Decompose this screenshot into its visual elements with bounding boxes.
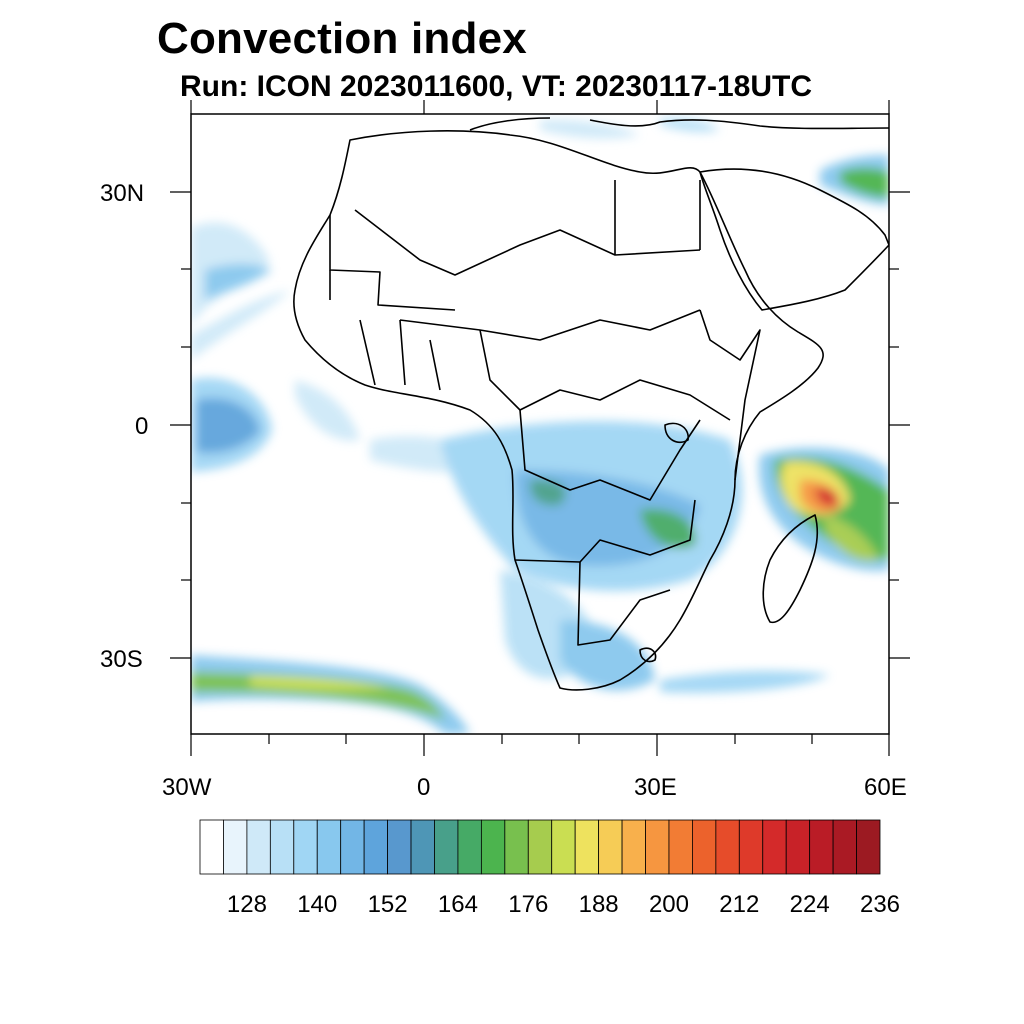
border-east bbox=[699, 309, 761, 481]
colorbar-swatch bbox=[363, 819, 388, 875]
colorbar-swatch bbox=[340, 819, 365, 875]
border-central bbox=[479, 329, 731, 421]
field-malawi bbox=[640, 509, 696, 549]
lon-label-60e: 60E bbox=[864, 774, 907, 801]
colorbar-swatch bbox=[387, 819, 412, 875]
border-congo bbox=[519, 409, 701, 501]
colorbar-swatch bbox=[527, 819, 553, 875]
colorbar-label: 128 bbox=[227, 891, 267, 918]
colorbar-swatch bbox=[246, 819, 271, 875]
colorbar-labels: 128 140 152 164 176 188 200 212 224 236 bbox=[227, 891, 900, 918]
colorbar-label: 224 bbox=[790, 891, 830, 918]
field-eq-atlantic-core bbox=[196, 398, 260, 453]
colorbar-label: 188 bbox=[579, 891, 619, 918]
colorbar-swatch bbox=[832, 819, 857, 875]
border-southern bbox=[577, 561, 671, 646]
colorbar-swatch bbox=[645, 819, 670, 875]
map-subtitle: Run: ICON 2023011600, VT: 20230117-18UTC bbox=[180, 70, 813, 103]
field-ne-atlantic-core bbox=[205, 264, 272, 300]
border-mauritania bbox=[329, 215, 456, 311]
map-title: Convection index bbox=[157, 14, 527, 63]
field-cyclone-south bbox=[825, 515, 880, 562]
colorbar-swatch bbox=[668, 819, 693, 875]
field-south-indian-band bbox=[660, 670, 830, 693]
field-nw-africa-coast bbox=[191, 290, 290, 360]
lat-label-0: 0 bbox=[135, 413, 149, 440]
field-gulf-guinea bbox=[295, 380, 360, 441]
colorbar-swatch bbox=[293, 819, 318, 875]
lake-victoria bbox=[664, 422, 689, 444]
lesotho-outline bbox=[639, 647, 657, 663]
lat-label-30s: 30S bbox=[100, 646, 143, 673]
border-egypt-sudan bbox=[614, 180, 701, 255]
colorbar-swatch bbox=[715, 819, 740, 875]
colorbar-label: 212 bbox=[719, 891, 759, 918]
lon-label-0: 0 bbox=[417, 774, 431, 801]
colorbar-label: 236 bbox=[860, 891, 900, 918]
colorbar-swatch bbox=[738, 819, 764, 875]
colorbar-swatch bbox=[809, 819, 834, 875]
map-ticks bbox=[170, 100, 910, 756]
field-cyclone-red bbox=[815, 487, 839, 507]
field-arabian-core bbox=[840, 167, 889, 198]
colorbar-swatch bbox=[269, 819, 295, 875]
colorbar-swatch bbox=[434, 819, 459, 875]
border-west-africa bbox=[329, 270, 441, 391]
colorbar-swatch bbox=[199, 819, 224, 875]
arabia-coastline bbox=[699, 168, 889, 311]
border-sahel bbox=[399, 309, 701, 341]
colorbar-swatch bbox=[692, 819, 717, 875]
colorbar-swatch bbox=[504, 819, 529, 875]
colorbar bbox=[199, 819, 881, 875]
field-mediterranean bbox=[540, 119, 640, 139]
field-zambia-core bbox=[529, 479, 566, 506]
lat-label-30n: 30N bbox=[100, 180, 145, 207]
colorbar-label: 140 bbox=[297, 891, 337, 918]
colorbar-label: 164 bbox=[438, 891, 478, 918]
border-angola-namibia bbox=[514, 499, 696, 563]
field-south-atlantic-yellow bbox=[250, 676, 390, 691]
madagascar-outline bbox=[762, 514, 819, 624]
colorbar-swatch bbox=[574, 819, 600, 875]
colorbar-label: 200 bbox=[649, 891, 689, 918]
colorbar-swatch bbox=[480, 819, 506, 875]
colorbar-swatch bbox=[856, 819, 881, 875]
colorbar-swatch bbox=[223, 819, 248, 875]
colorbar-swatch bbox=[762, 819, 787, 875]
colorbar-label: 176 bbox=[508, 891, 548, 918]
colorbar-swatch bbox=[410, 819, 435, 875]
europe-coast bbox=[469, 117, 889, 131]
colorbar-swatch bbox=[621, 819, 646, 875]
colorbar-swatch bbox=[598, 819, 623, 875]
coastlines bbox=[293, 117, 889, 691]
colorbar-swatch bbox=[785, 819, 811, 875]
map-frame bbox=[190, 113, 890, 735]
convection-field bbox=[191, 117, 889, 734]
colorbar-label: 152 bbox=[368, 891, 408, 918]
lon-label-30e: 30E bbox=[634, 774, 677, 801]
lon-label-30w: 30W bbox=[162, 774, 212, 801]
colorbar-swatch bbox=[316, 819, 342, 875]
colorbar-swatch bbox=[551, 819, 576, 875]
colorbar-swatch bbox=[457, 819, 482, 875]
